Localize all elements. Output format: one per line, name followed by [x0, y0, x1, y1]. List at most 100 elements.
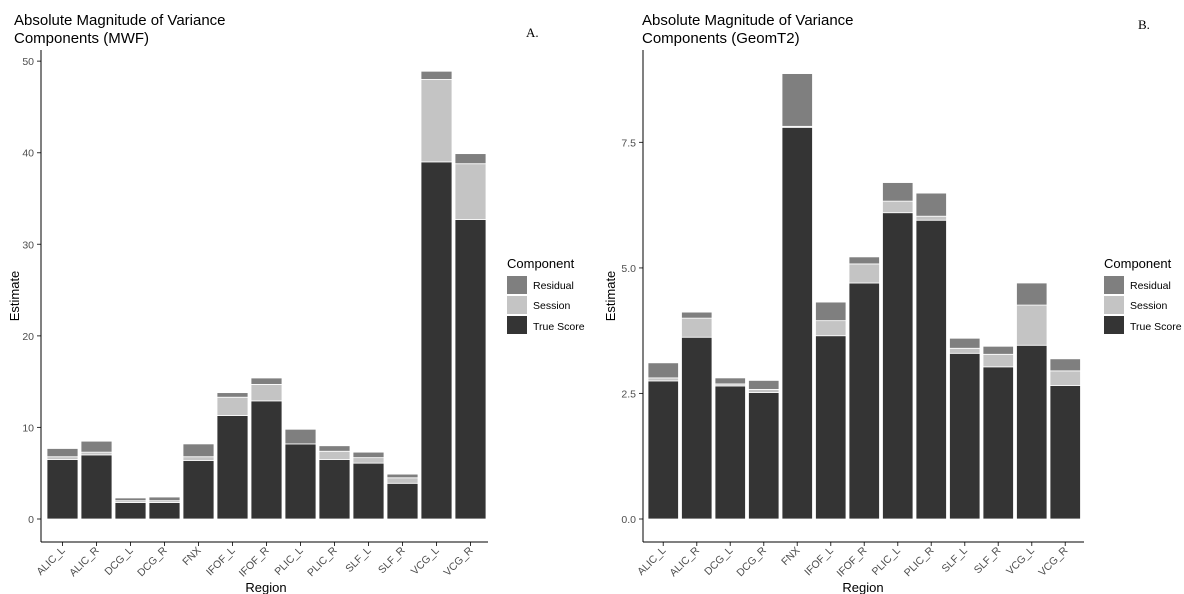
panel-a-legend-title: Component: [507, 256, 575, 271]
panel-b-legend: Component Residual Session True Score: [1104, 256, 1182, 334]
panel-a-x-tick-label: PLIC_R: [305, 544, 340, 579]
panel-b-y-tick-label: 2.5: [621, 388, 636, 400]
panel-b: Absolute Magnitude of Variance Component…: [603, 12, 1182, 594]
panel-b-bar-dcg-l-residual: [714, 377, 746, 385]
panel-a-x-tick-label: SLF_L: [343, 545, 373, 575]
panel-b-bar-alic-l-session: [647, 377, 679, 382]
panel-a-x-tick-label: VCG_L: [409, 545, 442, 578]
panel-b-title-line-2: Components (GeomT2): [642, 30, 800, 47]
panel-b-bar-ifof-l-residual: [815, 301, 847, 322]
panel-a-bar-fnx-session: [182, 456, 215, 461]
panel-b-bar-vcg-r-session: [1049, 370, 1081, 386]
panel-b-bar-vcg-r-residual: [1049, 358, 1081, 372]
panel-b-bar-plic-r-residual: [915, 192, 947, 217]
panel-b-bar-slf-l-true-score: [949, 352, 981, 520]
panel-a-x-tick-label: IFOF_R: [237, 544, 272, 579]
panel-b-bar-ifof-l-session: [815, 320, 847, 337]
panel-a-bar-slf-r-true-score: [386, 482, 419, 520]
panel-a-x-ticks: ALIC_L ALIC_R DCG_L DCG_R FNX IFOF_L IFOF_R PLI…: [34, 542, 476, 580]
panel-a-legend-label-residual: Residual: [533, 280, 574, 292]
panel-a-y-tick-label: 30: [22, 239, 34, 251]
panel-b-x-tick-label: IFOF_L: [802, 545, 836, 579]
panel-a-x-tick-label: ALIC_R: [67, 544, 102, 579]
panel-a-bar-alic-r-true-score: [80, 454, 113, 520]
panel-a: Absolute Magnitude of Variance Component…: [7, 12, 585, 594]
panel-b-bar-alic-l-true-score: [647, 380, 679, 520]
panel-a-bar-ifof-l-true-score: [216, 415, 249, 520]
panel-b-bar-dcg-r-session: [748, 389, 780, 393]
panel-b-bar-ifof-r-residual: [848, 256, 880, 265]
panel-a-bar-alic-l-true-score: [46, 459, 79, 520]
panel-a-y-ticks: 0 10 20 30 40 50: [22, 56, 41, 526]
panel-a-bar-dcg-r-residual: [148, 496, 181, 502]
panel-b-bar-alic-l-residual: [647, 362, 679, 379]
panel-a-title-line-2: Components (MWF): [14, 30, 149, 47]
panel-b-bar-slf-l-residual: [949, 337, 981, 349]
panel-a-bar-plic-r-true-score: [318, 459, 351, 520]
panel-a-x-tick-label: DCG_L: [102, 545, 135, 578]
panel-a-legend-key-residual: [507, 276, 527, 294]
panel-a-bar-dcg-l-true-score: [114, 502, 147, 520]
panel-a-y-tick-label: 20: [22, 331, 34, 343]
panel-b-bar-dcg-r-true-score: [748, 392, 780, 520]
panel-a-bar-slf-r-residual: [386, 473, 419, 479]
panel-a-bar-alic-l-session: [46, 456, 79, 460]
panel-a-y-tick-label: 50: [22, 56, 34, 68]
panel-a-legend-key-true-score: [507, 316, 527, 334]
panel-a-bar-slf-l-residual: [352, 451, 385, 459]
panel-b-y-tick-label: 5.0: [621, 263, 636, 275]
panel-b-x-tick-label: PLIC_R: [902, 544, 937, 579]
panel-a-bar-vcg-r-true-score: [454, 219, 487, 520]
panel-a-bar-vcg-l-true-score: [420, 161, 453, 520]
panel-a-legend-label-session: Session: [533, 300, 571, 312]
panel-b-x-tick-label: VCG_R: [1036, 544, 1070, 578]
panel-b-bar-slf-r-session: [982, 353, 1014, 368]
panel-b-bar-alic-r-residual: [681, 311, 713, 319]
panel-b-bar-slf-r-true-score: [982, 366, 1014, 520]
panel-b-bar-plic-r-session: [915, 215, 947, 221]
panel-a-bar-vcg-r-session: [454, 163, 487, 220]
panel-a-bar-ifof-r-residual: [250, 377, 283, 385]
panel-a-bar-vcg-l-residual: [420, 70, 453, 80]
panel-b-bar-dcg-l-true-score: [714, 385, 746, 520]
panel-b-bar-plic-l-session: [882, 200, 914, 214]
panel-a-x-tick-label: FNX: [180, 545, 203, 568]
panel-a-x-tick-label: VCG_R: [442, 544, 476, 578]
panel-b-y-label: Estimate: [603, 271, 618, 322]
panel-b-bar-vcg-l-session: [1016, 304, 1048, 346]
panel-a-bar-alic-l-residual: [46, 448, 79, 458]
panel-a-bar-plic-r-session: [318, 450, 351, 460]
panel-a-x-tick-label: ALIC_L: [34, 545, 67, 578]
panel-b-legend-label-residual: Residual: [1130, 280, 1171, 292]
panel-a-y-label: Estimate: [7, 271, 22, 322]
panel-b-bar-fnx-residual: [781, 73, 813, 127]
panel-b-bar-slf-l-session: [949, 347, 981, 354]
panel-a-legend: Component Residual Session True Score: [507, 256, 585, 334]
panel-a-bar-ifof-l-session: [216, 396, 249, 416]
panel-b-bar-alic-r-true-score: [681, 336, 713, 520]
panel-b-legend-label-session: Session: [1130, 300, 1168, 312]
panel-a-x-tick-label: DCG_R: [135, 544, 170, 579]
panel-a-label: A.: [526, 25, 539, 40]
panel-a-bar-fnx-residual: [182, 443, 215, 458]
panel-a-y-tick-label: 0: [28, 514, 34, 526]
panel-b-x-tick-label: DCG_L: [702, 545, 735, 578]
panel-b-bar-fnx-true-score: [781, 126, 813, 520]
panel-a-x-label: Region: [245, 580, 286, 594]
panel-b-bar-plic-l-residual: [882, 182, 914, 202]
panel-b-legend-label-true-score: True Score: [1130, 321, 1182, 333]
panel-b-legend-key-session: [1104, 296, 1124, 314]
panel-b-x-tick-label: IFOF_R: [835, 544, 870, 579]
panel-b-title-line-1: Absolute Magnitude of Variance: [642, 12, 854, 29]
panel-b-bars: [647, 73, 1081, 520]
panel-a-bar-vcg-r-residual: [454, 153, 487, 165]
panel-a-bar-dcg-r-true-score: [148, 502, 181, 520]
panel-a-bar-ifof-r-session: [250, 383, 283, 402]
panel-b-x-label: Region: [842, 580, 883, 594]
panel-a-y-tick-label: 40: [22, 148, 34, 160]
panel-a-x-tick-label: IFOF_L: [204, 545, 238, 579]
panel-b-bar-vcg-r-true-score: [1049, 385, 1081, 520]
panel-a-bar-ifof-l-residual: [216, 392, 249, 398]
